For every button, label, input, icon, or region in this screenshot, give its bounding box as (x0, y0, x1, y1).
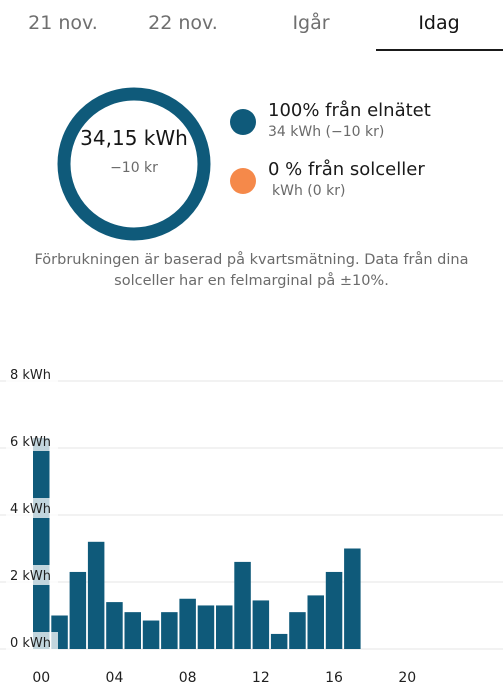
ytick-label: 4 kWh (10, 502, 51, 517)
tab-22-nov[interactable]: 22 nov. (148, 12, 218, 34)
bar (270, 633, 288, 649)
consumption-ring: 34,15 kWh −10 kr (56, 86, 212, 242)
info-note: Förbrukningen är baserad på kvartsmätnin… (34, 252, 469, 289)
ytick-label-bg (6, 498, 58, 518)
active-tab-indicator (376, 49, 503, 51)
xtick-label: 04 (106, 670, 124, 686)
bar (69, 571, 87, 649)
day-tabs: 21 nov. 22 nov. Igår Idag (0, 0, 503, 52)
tab-today[interactable]: Idag (418, 12, 460, 34)
total-cost: −10 kr (110, 160, 158, 176)
bar (197, 605, 215, 649)
bar (325, 571, 343, 649)
bar (252, 600, 270, 649)
bar (179, 598, 196, 649)
tab-21-nov[interactable]: 21 nov. (28, 12, 98, 34)
ytick-label: 6 kWh (10, 435, 51, 450)
bar (161, 612, 178, 649)
ytick-label: 0 kWh (10, 636, 51, 651)
bar (106, 602, 123, 649)
bar (216, 605, 233, 649)
solar-color-dot (230, 168, 256, 194)
grid-color-dot (230, 109, 256, 135)
legend-solar-sub: kWh (0 kr) (272, 183, 346, 199)
xtick-label: 08 (179, 670, 197, 686)
xtick-label: 16 (325, 670, 343, 686)
total-consumption: 34,15 kWh (80, 126, 188, 150)
bar (33, 437, 50, 649)
ytick-label: 8 kWh (10, 368, 51, 383)
bar (87, 541, 105, 649)
tab-yesterday[interactable]: Igår (292, 12, 330, 34)
legend-grid-sub: 34 kWh (−10 kr) (268, 124, 385, 140)
ring-graphic (57, 87, 211, 241)
bar (142, 620, 160, 649)
ytick-label-bg (6, 431, 58, 451)
legend-grid-title: 100% från elnätet (268, 100, 431, 121)
xtick-label: 00 (32, 670, 50, 686)
xtick-label: 12 (252, 670, 270, 686)
bar (234, 561, 251, 649)
bar (124, 612, 141, 649)
ytick-label: 2 kWh (10, 569, 51, 584)
ytick-label-bg (6, 565, 58, 585)
xtick-label: 20 (398, 670, 416, 686)
bar (344, 548, 361, 649)
ytick-label-bg (6, 364, 58, 384)
legend-solar-title: 0 % från solceller (268, 159, 425, 180)
ytick-label-bg (6, 632, 58, 652)
bar (307, 595, 324, 649)
hourly-consumption-chart: 0 kWh 2 kWh 4 kWh 6 kWh 8 kWh 00 04 08 12 16 20 (0, 364, 503, 686)
bar (289, 612, 306, 649)
